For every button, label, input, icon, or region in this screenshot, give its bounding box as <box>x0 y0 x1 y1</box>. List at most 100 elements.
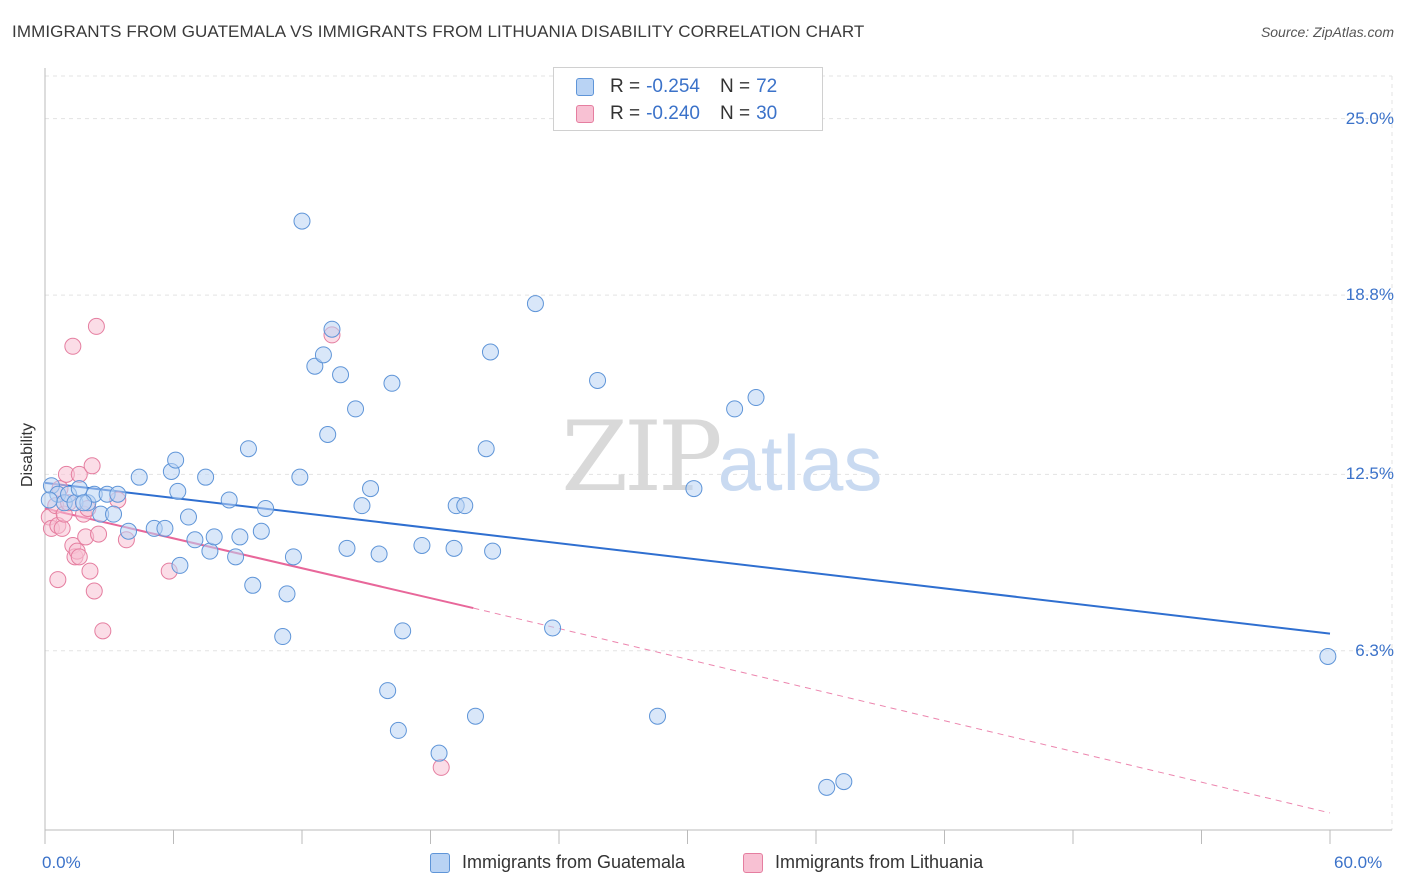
data-point-lithuania <box>64 337 82 355</box>
data-point-guatemala <box>481 343 499 361</box>
legend-swatch-pink <box>576 105 594 123</box>
data-point-guatemala <box>370 545 388 563</box>
data-point-lithuania <box>90 525 108 543</box>
data-point-lithuania <box>94 622 112 640</box>
trend-line-lithuania <box>44 507 474 610</box>
data-point-guatemala <box>347 400 365 418</box>
data-point-guatemala <box>484 542 502 560</box>
data-point-guatemala <box>526 295 544 313</box>
data-point-guatemala <box>544 619 562 637</box>
legend-n-value: 30 <box>756 103 778 124</box>
legend-swatch-blue <box>576 78 594 96</box>
data-point-guatemala <box>649 707 667 725</box>
guatemala-points <box>40 212 1337 796</box>
data-point-guatemala <box>394 622 412 640</box>
data-point-guatemala <box>105 505 123 523</box>
data-point-guatemala <box>445 539 463 557</box>
data-point-lithuania <box>81 562 99 580</box>
legend-n-value: 72 <box>756 76 778 97</box>
data-point-guatemala <box>362 480 380 498</box>
data-point-guatemala <box>252 522 270 540</box>
y-tick-label: 18.8% <box>1345 285 1394 305</box>
data-point-guatemala <box>1319 647 1337 665</box>
y-tick-label: 6.3% <box>1355 640 1394 660</box>
grid-layer <box>45 75 1393 830</box>
data-point-guatemala <box>314 346 332 364</box>
data-point-lithuania <box>85 582 103 600</box>
data-point-guatemala <box>109 485 127 503</box>
legend-item-guatemala[interactable]: Immigrants from Guatemala <box>430 852 685 873</box>
data-point-guatemala <box>338 539 356 557</box>
data-point-guatemala <box>413 536 431 554</box>
data-point-guatemala <box>186 531 204 549</box>
data-point-guatemala <box>171 556 189 574</box>
data-point-lithuania <box>83 457 101 475</box>
data-point-guatemala <box>319 426 337 444</box>
data-point-guatemala <box>75 494 93 512</box>
data-point-guatemala <box>220 491 238 509</box>
data-point-guatemala <box>323 320 341 338</box>
legend-label-guatemala: Immigrants from Guatemala <box>462 852 686 872</box>
data-point-guatemala <box>685 480 703 498</box>
data-point-guatemala <box>818 778 836 796</box>
axis-layer <box>44 68 1392 844</box>
data-point-guatemala <box>274 628 292 646</box>
legend-label-lithuania: Immigrants from Lithuania <box>775 852 984 872</box>
data-point-guatemala <box>291 468 309 486</box>
data-point-guatemala <box>239 440 257 458</box>
chart-title: IMMIGRANTS FROM GUATEMALA VS IMMIGRANTS … <box>12 22 865 41</box>
data-point-lithuania <box>53 519 71 537</box>
y-tick-label: 25.0% <box>1345 108 1394 128</box>
legend-row-guatemala: R = -0.254 N = 72 <box>576 76 777 98</box>
trend-line-lithuania-extension <box>473 607 1331 814</box>
data-point-guatemala <box>383 374 401 392</box>
watermark-atlas: atlas <box>718 419 883 507</box>
data-point-guatemala <box>40 491 58 509</box>
legend-n-label: N = <box>719 76 751 97</box>
data-point-guatemala <box>306 357 324 375</box>
x-tick-label-min: 0.0% <box>42 853 81 872</box>
data-point-guatemala <box>332 366 350 384</box>
data-point-guatemala <box>179 508 197 526</box>
legend-r-label: R = <box>610 103 641 124</box>
data-point-guatemala <box>120 522 138 540</box>
legend-swatch-blue <box>430 852 450 873</box>
data-point-guatemala <box>231 528 249 546</box>
data-point-guatemala <box>293 212 311 230</box>
data-point-guatemala <box>70 480 88 498</box>
data-point-guatemala <box>747 389 765 407</box>
data-point-guatemala <box>201 542 219 560</box>
data-point-guatemala <box>835 773 853 791</box>
data-point-guatemala <box>227 548 245 566</box>
data-point-guatemala <box>456 497 474 515</box>
series-legend: Immigrants from Guatemala Immigrants fro… <box>0 852 1406 878</box>
data-point-guatemala <box>205 528 223 546</box>
data-point-lithuania <box>432 758 450 776</box>
stats-legend: R = -0.254 N = 72 R = -0.240 N = 30 <box>553 67 823 131</box>
data-point-guatemala <box>278 585 296 603</box>
data-point-guatemala <box>353 497 371 515</box>
data-point-guatemala <box>156 519 174 537</box>
data-point-guatemala <box>389 721 407 739</box>
data-point-guatemala <box>726 400 744 418</box>
legend-item-lithuania[interactable]: Immigrants from Lithuania <box>743 852 983 873</box>
data-point-guatemala <box>167 451 185 469</box>
data-point-guatemala <box>430 744 448 762</box>
watermark: ZIP atlas <box>561 401 882 513</box>
legend-swatch-pink <box>743 852 763 873</box>
source-label: Source: ZipAtlas.com <box>1260 24 1394 40</box>
data-point-guatemala <box>130 468 148 486</box>
x-tick-label-max: 60.0% <box>1334 853 1383 872</box>
data-point-lithuania <box>49 571 67 589</box>
data-point-guatemala <box>284 548 302 566</box>
data-point-guatemala <box>257 499 275 517</box>
data-point-guatemala <box>589 371 607 389</box>
data-point-lithuania <box>87 317 105 335</box>
y-tick-label: 12.5% <box>1345 464 1394 484</box>
legend-r-value: -0.254 <box>646 76 700 97</box>
data-point-guatemala <box>244 576 262 594</box>
legend-r-value: -0.240 <box>646 103 700 124</box>
data-point-guatemala <box>169 482 187 500</box>
legend-r-label: R = <box>610 76 641 97</box>
